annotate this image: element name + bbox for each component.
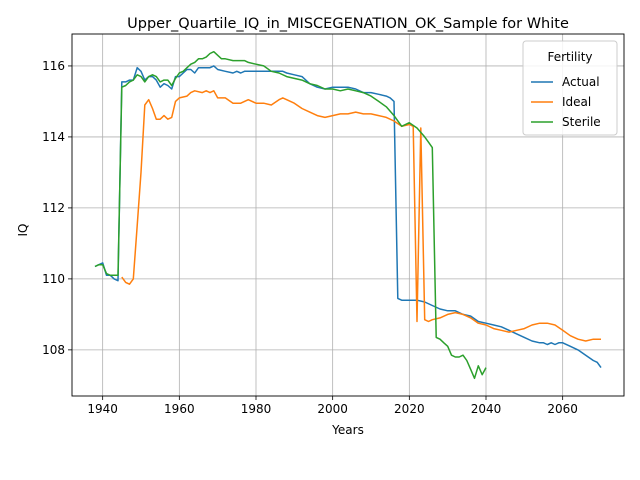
chart-title: Upper_Quartile_IQ_in_MISCEGENATION_OK_Sa… <box>127 16 569 32</box>
x-tick-label: 1960 <box>164 402 195 416</box>
legend-box <box>522 40 618 136</box>
x-tick-label: 2060 <box>547 402 578 416</box>
y-tick-label: 116 <box>42 59 65 73</box>
legend-title: Fertility <box>547 50 592 64</box>
x-tick-label: 2040 <box>471 402 502 416</box>
x-tick-label: 2020 <box>394 402 425 416</box>
y-axis: 108 110 112 114 116 <box>42 59 72 357</box>
y-tick-label: 114 <box>42 130 65 144</box>
series-lines <box>94 50 602 380</box>
legend: Fertility Actual Ideal Sterile <box>522 40 618 136</box>
grid-lines <box>72 34 624 396</box>
series-line-sterile <box>94 50 487 380</box>
x-tick-label: 1940 <box>87 402 118 416</box>
legend-entry: Sterile <box>562 115 601 129</box>
x-axis: 1940 1960 1980 2000 2020 2040 2060 <box>87 396 578 416</box>
x-tick-label: 2000 <box>317 402 348 416</box>
legend-entry: Actual <box>562 75 600 89</box>
legend-entry: Ideal <box>562 95 591 109</box>
y-tick-label: 110 <box>42 272 65 286</box>
series-line-ideal <box>121 90 601 342</box>
series-line-actual <box>94 65 602 369</box>
x-axis-label: Years <box>331 423 364 437</box>
y-tick-label: 112 <box>42 201 65 215</box>
y-tick-label: 108 <box>42 343 65 357</box>
y-axis-label: IQ <box>16 224 30 237</box>
plot-frame <box>71 33 625 397</box>
x-tick-label: 1980 <box>241 402 272 416</box>
